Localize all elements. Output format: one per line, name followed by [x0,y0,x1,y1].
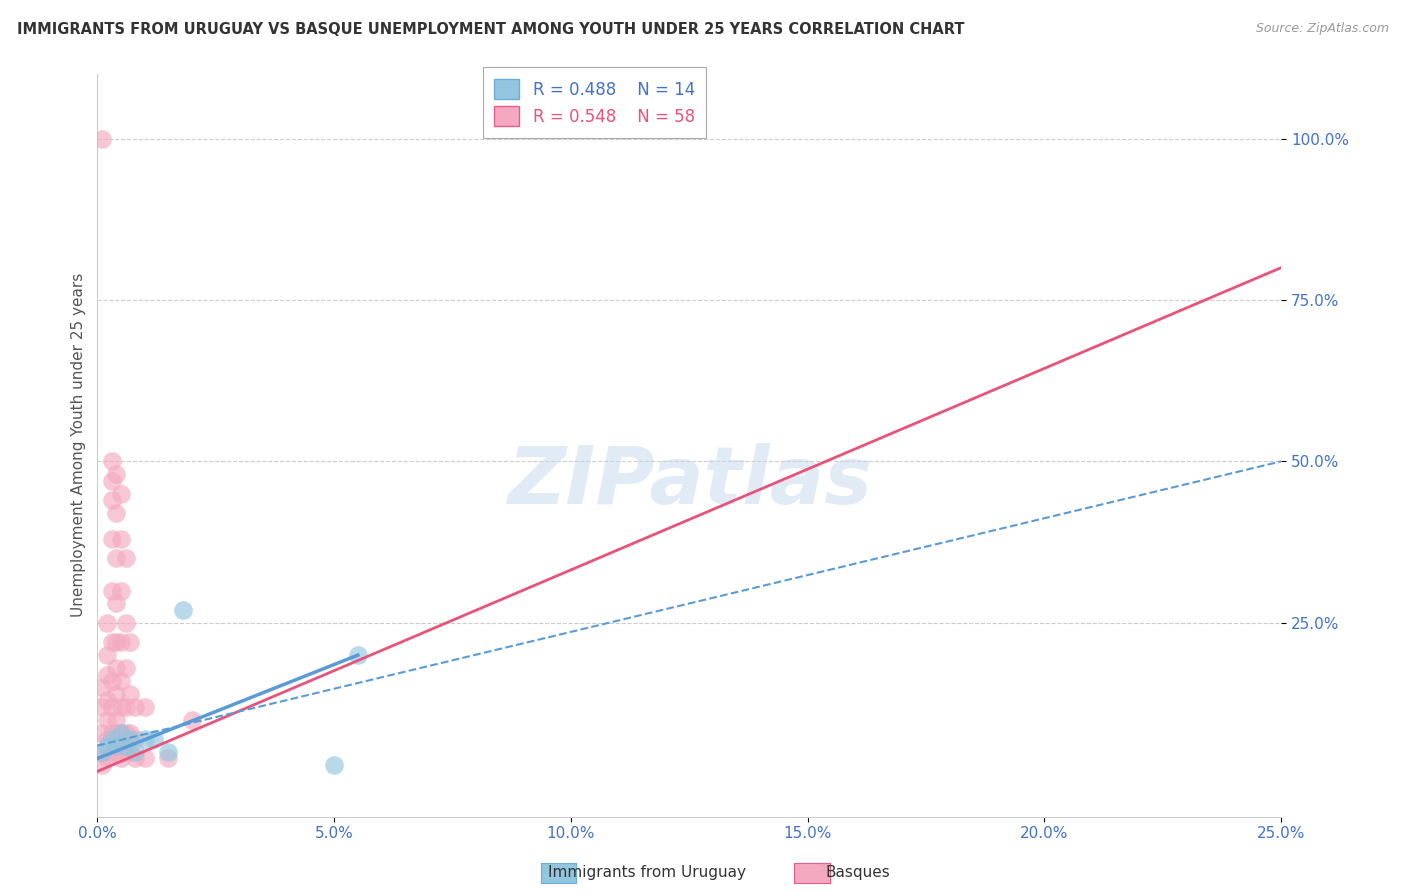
Point [120,725,142,739]
Point [96,648,118,662]
Point [110,486,132,500]
Point [91,725,114,739]
Point [134,751,156,765]
Point [105,713,128,727]
Point [110,673,132,688]
Point [181,713,204,727]
Point [110,583,132,598]
Point [124,745,146,759]
Y-axis label: Unemployment Among Youth under 25 years: Unemployment Among Youth under 25 years [72,273,86,617]
Point [100,583,122,598]
Point [100,635,122,649]
Point [110,739,132,753]
Point [110,751,132,765]
Legend: R = 0.488    N = 14, R = 0.548    N = 58: R = 0.488 N = 14, R = 0.548 N = 58 [482,68,706,138]
Point [91,699,114,714]
Point [96,615,118,630]
Point [157,751,180,765]
Point [105,725,128,739]
Point [114,615,136,630]
Point [105,467,128,482]
Point [120,745,142,759]
Text: Basques: Basques [825,865,890,880]
Point [91,745,114,759]
Point [120,732,142,747]
Point [105,687,128,701]
Point [105,551,128,566]
Point [114,551,136,566]
Point [100,532,122,546]
Point [120,687,142,701]
Point [323,758,346,772]
Point [114,745,136,759]
Point [124,751,146,765]
Point [110,635,132,649]
Point [143,732,166,747]
Point [105,739,128,753]
Point [91,745,114,759]
Point [157,745,180,759]
Text: ZIPatlas: ZIPatlas [506,443,872,522]
Point [100,673,122,688]
Point [105,745,128,759]
Point [91,758,114,772]
Point [120,635,142,649]
Point [91,681,114,695]
Point [100,474,122,488]
Point [96,732,118,747]
Point [114,699,136,714]
Point [110,699,132,714]
Point [105,506,128,520]
Point [100,699,122,714]
Point [100,745,122,759]
Point [96,667,118,681]
Point [134,732,156,747]
Point [346,648,368,662]
Text: Immigrants from Uruguay: Immigrants from Uruguay [548,865,745,880]
Point [114,661,136,675]
Point [100,454,122,468]
Point [105,661,128,675]
Point [96,751,118,765]
Point [96,739,118,753]
Point [110,532,132,546]
Point [100,493,122,508]
Text: Source: ZipAtlas.com: Source: ZipAtlas.com [1256,22,1389,36]
Point [105,597,128,611]
Point [124,699,146,714]
Point [100,725,122,739]
Text: IMMIGRANTS FROM URUGUAY VS BASQUE UNEMPLOYMENT AMONG YOUTH UNDER 25 YEARS CORREL: IMMIGRANTS FROM URUGUAY VS BASQUE UNEMPL… [17,22,965,37]
Point [134,699,156,714]
Point [91,131,114,145]
Point [114,725,136,739]
Point [110,725,132,739]
Point [114,739,136,753]
Point [100,732,122,747]
Point [110,725,132,739]
Point [172,603,194,617]
Point [96,693,118,707]
Point [124,732,146,747]
Point [105,635,128,649]
Point [96,713,118,727]
